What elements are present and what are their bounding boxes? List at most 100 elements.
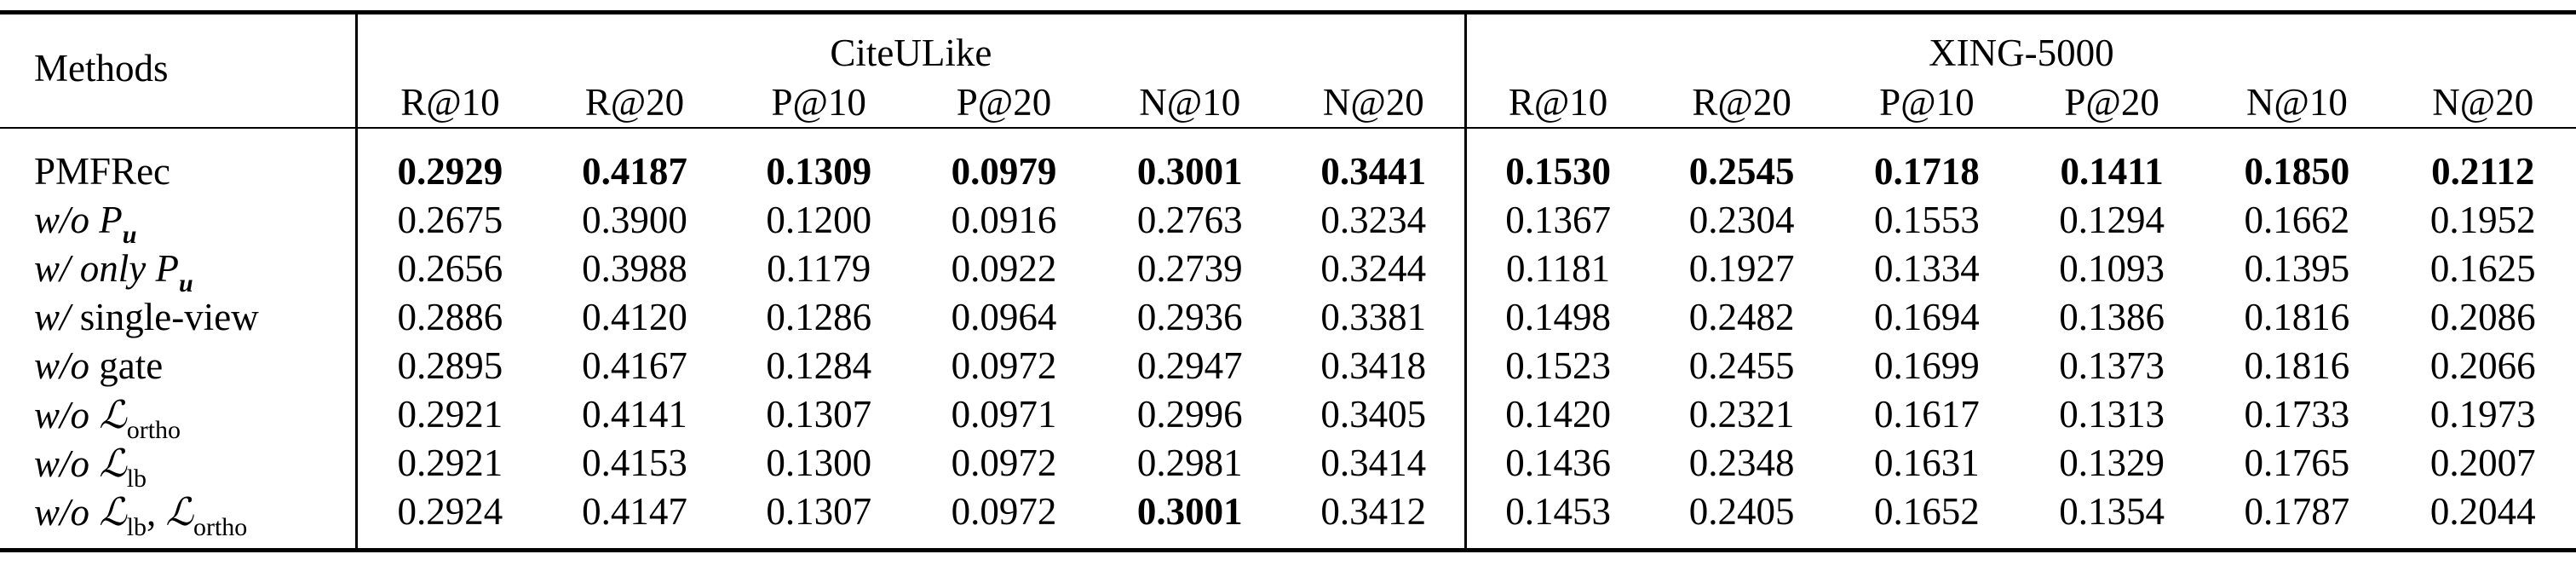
metric-value-cell: 0.2886 xyxy=(355,293,543,342)
table-row: w/o ℒlb, ℒortho 0.2924 0.4147 0.1307 0.0972 0… xyxy=(0,488,2576,551)
method-label: gate xyxy=(99,344,164,387)
method-name-cell: PMFRec xyxy=(0,128,357,196)
metric-value-cell: 0.1530 xyxy=(1463,128,1650,196)
metric-value-cell: 0.1093 xyxy=(2059,247,2165,290)
metric-value-cell: 0.2936 xyxy=(1136,296,1243,338)
method-name-cell: w/ only Pu xyxy=(0,245,357,297)
table-row: w/o ℒlb 0.2921 0.4153 0.1300 0.0972 0.2981 0.3… xyxy=(0,439,2576,492)
metric-value-cell: 0.1973 xyxy=(2429,393,2536,436)
metric-value-cell: 0.2304 xyxy=(1688,199,1795,241)
method-prefix: w/o xyxy=(34,442,90,485)
metric-value-cell: 0.2405 xyxy=(1688,490,1795,533)
metric-value-cell: 0.1787 xyxy=(2244,490,2350,533)
metric-value-cell: 0.1286 xyxy=(766,296,872,338)
metric-value-cell: 0.0972 xyxy=(951,490,1057,533)
method-label: PMFRec xyxy=(34,150,171,193)
method-separator: , xyxy=(147,490,166,534)
metric-value-cell: 0.1617 xyxy=(1874,393,1980,436)
metric-value-cell: 0.1300 xyxy=(766,442,872,484)
metric-header: N@20 xyxy=(2432,80,2534,124)
method-label: single-view xyxy=(79,296,259,338)
metric-value-cell: 0.1436 xyxy=(1463,439,1650,488)
metric-value-cell: 0.1718 xyxy=(1874,150,1980,193)
metric-value-cell: 0.1652 xyxy=(1874,490,1980,533)
metric-value-cell: 0.3381 xyxy=(1320,296,1427,338)
group-header-citeulike: CiteULike xyxy=(355,12,1466,78)
metric-value-cell: 0.0922 xyxy=(951,247,1057,290)
table-row: w/ single-view 0.2886 0.4120 0.1286 0.0964 0.… xyxy=(0,293,2576,342)
metric-value-cell: 0.1411 xyxy=(2060,150,2164,193)
method-prefix: w/o xyxy=(34,490,90,534)
metric-value-cell: 0.2066 xyxy=(2429,344,2536,387)
table-row: w/o ℒortho 0.2921 0.4141 0.1307 0.0971 0.2996… xyxy=(0,390,2576,442)
metric-header: R@10 xyxy=(1463,78,1650,128)
metric-header: N@10 xyxy=(2245,80,2348,124)
metric-value-cell: 0.4153 xyxy=(582,442,687,484)
metric-value-cell: 0.0972 xyxy=(951,344,1057,387)
group-header-xing: XING-5000 xyxy=(1463,12,2576,78)
group-header-row: Methods CiteULike XING-5000 xyxy=(0,12,2576,87)
metric-value-cell: 0.0979 xyxy=(951,150,1057,193)
metric-value-cell: 0.2112 xyxy=(2431,150,2535,193)
table-row: w/ only Pu 0.2656 0.3988 0.1179 0.0922 0.2739… xyxy=(0,245,2576,297)
metric-value-cell: 0.2455 xyxy=(1688,344,1795,387)
method-subscript: lb xyxy=(126,464,147,493)
metric-value-cell: 0.1553 xyxy=(1874,199,1980,241)
metric-value-cell: 0.1309 xyxy=(766,150,872,193)
metric-value-cell: 0.3900 xyxy=(582,199,687,241)
metric-value-cell: 0.2348 xyxy=(1688,442,1795,484)
metric-value-cell: 0.4147 xyxy=(582,490,687,533)
metric-value-cell: 0.1662 xyxy=(2244,199,2350,241)
table-row: w/o gate 0.2895 0.4167 0.1284 0.0972 0.2947 0.… xyxy=(0,342,2576,390)
metric-value-cell: 0.1733 xyxy=(2244,393,2350,436)
metric-value-cell: 0.1395 xyxy=(2244,247,2350,290)
method-subscript: ortho xyxy=(193,512,248,541)
metric-value-cell: 0.3234 xyxy=(1320,199,1427,241)
metric-value-cell: 0.4187 xyxy=(582,150,687,193)
ablation-results-table: Methods CiteULike XING-5000 R@10 R@20 P@… xyxy=(0,10,2576,552)
method-prefix: w/o xyxy=(34,199,90,241)
metric-header: N@20 xyxy=(1322,80,1424,124)
method-symbol: P xyxy=(155,247,180,290)
metric-value-cell: 0.3001 xyxy=(1136,490,1243,533)
metric-value-cell: 0.1498 xyxy=(1463,293,1650,342)
method-name-cell: w/o Pu xyxy=(0,196,357,248)
metric-value-cell: 0.2007 xyxy=(2429,442,2536,484)
metric-header: P@20 xyxy=(956,80,1052,124)
method-prefix: w/o xyxy=(34,344,90,387)
metric-value-cell: 0.1699 xyxy=(1874,344,1980,387)
method-name-cell: w/o gate xyxy=(0,342,357,390)
metric-value-cell: 0.0964 xyxy=(951,296,1057,338)
metric-header: R@10 xyxy=(355,78,543,128)
metric-value-cell: 0.2895 xyxy=(355,342,543,390)
metric-value-cell: 0.2929 xyxy=(355,128,543,196)
metric-value-cell: 0.2044 xyxy=(2429,490,2536,533)
metric-value-cell: 0.1625 xyxy=(2429,247,2536,290)
metric-value-cell: 0.2321 xyxy=(1688,393,1795,436)
method-symbol: ℒ xyxy=(165,488,193,534)
metric-value-cell: 0.1523 xyxy=(1463,342,1650,390)
metric-value-cell: 0.1284 xyxy=(766,344,872,387)
metric-value-cell: 0.1816 xyxy=(2244,296,2350,338)
metric-value-cell: 0.4167 xyxy=(582,344,687,387)
method-prefix: w/ only xyxy=(34,247,147,290)
metric-value-cell: 0.1850 xyxy=(2244,150,2350,193)
method-prefix: w/ xyxy=(34,296,71,338)
metric-value-cell: 0.2739 xyxy=(1136,247,1243,290)
metric-value-cell: 0.2545 xyxy=(1688,150,1795,193)
method-subscript: ortho xyxy=(126,415,181,444)
method-name-cell: w/o ℒlb xyxy=(0,439,357,492)
table-body: PMFRec 0.2929 0.4187 0.1309 0.0979 0.3001 0.34… xyxy=(0,128,2576,551)
method-subscript: lb xyxy=(126,512,147,541)
metric-value-cell: 0.2482 xyxy=(1688,296,1795,338)
metric-value-cell: 0.3412 xyxy=(1320,490,1427,533)
method-symbol: P xyxy=(99,199,123,241)
metric-value-cell: 0.2921 xyxy=(355,390,543,439)
metric-value-cell: 0.1453 xyxy=(1463,488,1650,551)
metric-value-cell: 0.1181 xyxy=(1463,245,1650,293)
metric-header: N@10 xyxy=(1139,80,1241,124)
metric-value-cell: 0.3244 xyxy=(1320,247,1427,290)
metric-value-cell: 0.1373 xyxy=(2059,344,2165,387)
metric-value-cell: 0.1816 xyxy=(2244,344,2350,387)
metric-header: R@20 xyxy=(584,80,685,124)
